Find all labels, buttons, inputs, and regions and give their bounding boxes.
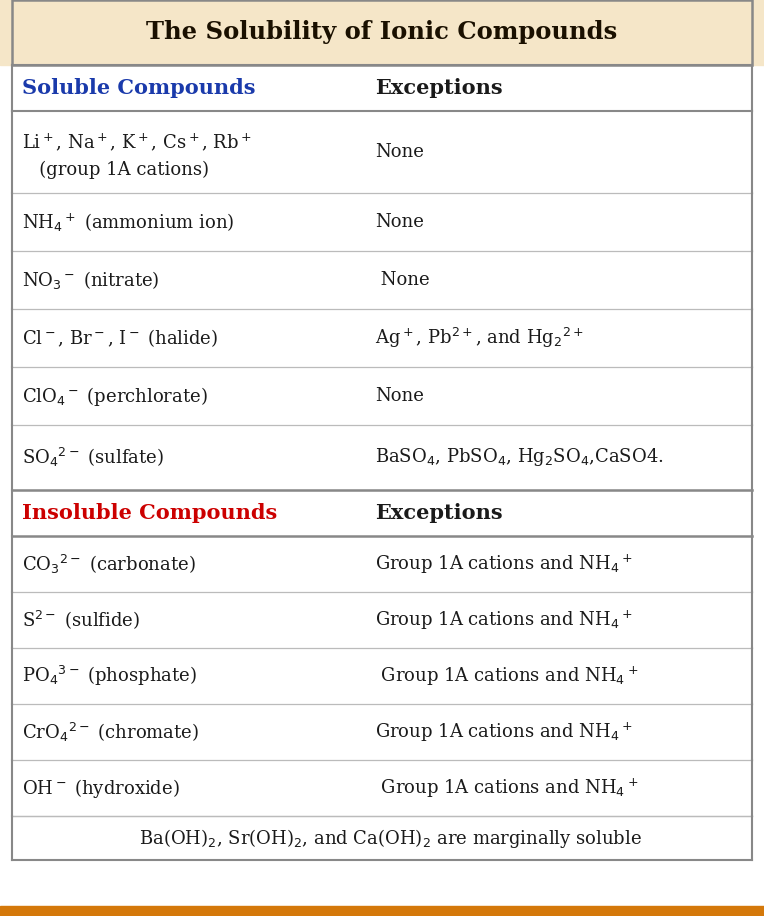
Text: CO$_3$$^{2-}$ (carbonate): CO$_3$$^{2-}$ (carbonate) bbox=[22, 552, 196, 575]
Bar bbox=[12, 309, 752, 367]
Bar bbox=[12, 648, 752, 704]
Bar bbox=[12, 367, 752, 425]
Text: BaSO$_4$, PbSO$_4$, Hg$_2$SO$_4$,CaSO4.: BaSO$_4$, PbSO$_4$, Hg$_2$SO$_4$,CaSO4. bbox=[375, 446, 664, 468]
Bar bbox=[12, 193, 752, 251]
Bar bbox=[12, 536, 752, 592]
Text: Soluble Compounds: Soluble Compounds bbox=[22, 78, 255, 98]
Text: Exceptions: Exceptions bbox=[375, 503, 503, 523]
Text: (group 1A cations): (group 1A cations) bbox=[22, 161, 209, 180]
Text: None: None bbox=[375, 271, 429, 289]
Text: NH$_4$$^+$ (ammonium ion): NH$_4$$^+$ (ammonium ion) bbox=[22, 211, 235, 233]
Bar bbox=[0, 906, 764, 916]
Bar bbox=[12, 251, 752, 309]
Text: Ba(OH)$_2$, Sr(OH)$_2$, and Ca(OH)$_2$ are marginally soluble: Ba(OH)$_2$, Sr(OH)$_2$, and Ca(OH)$_2$ a… bbox=[122, 826, 642, 849]
Text: OH$^-$ (hydroxide): OH$^-$ (hydroxide) bbox=[22, 777, 180, 800]
Bar bbox=[12, 490, 752, 536]
Text: None: None bbox=[375, 213, 424, 231]
Text: NO$_3$$^-$ (nitrate): NO$_3$$^-$ (nitrate) bbox=[22, 269, 160, 291]
Bar bbox=[12, 0, 752, 65]
Bar bbox=[12, 592, 752, 648]
Bar bbox=[12, 816, 752, 860]
Text: Li$^+$, Na$^+$, K$^+$, Cs$^+$, Rb$^+$: Li$^+$, Na$^+$, K$^+$, Cs$^+$, Rb$^+$ bbox=[22, 131, 252, 153]
Text: Cl$^-$, Br$^-$, I$^-$ (halide): Cl$^-$, Br$^-$, I$^-$ (halide) bbox=[22, 327, 219, 349]
Text: Group 1A cations and NH$_4$$^+$: Group 1A cations and NH$_4$$^+$ bbox=[375, 552, 633, 575]
Text: Exceptions: Exceptions bbox=[375, 78, 503, 98]
Text: None: None bbox=[375, 387, 424, 405]
Bar bbox=[12, 760, 752, 816]
Text: The Solubility of Ionic Compounds: The Solubility of Ionic Compounds bbox=[147, 20, 617, 45]
Bar bbox=[12, 704, 752, 760]
Text: Group 1A cations and NH$_4$$^+$: Group 1A cations and NH$_4$$^+$ bbox=[375, 608, 633, 632]
Text: Group 1A cations and NH$_4$$^+$: Group 1A cations and NH$_4$$^+$ bbox=[375, 720, 633, 744]
Text: CrO$_4$$^{2-}$ (chromate): CrO$_4$$^{2-}$ (chromate) bbox=[22, 721, 199, 744]
Text: SO$_4$$^{2-}$ (sulfate): SO$_4$$^{2-}$ (sulfate) bbox=[22, 446, 164, 469]
Bar bbox=[12, 65, 752, 111]
Text: Insoluble Compounds: Insoluble Compounds bbox=[22, 503, 277, 523]
Bar bbox=[0, 0, 764, 65]
Bar bbox=[12, 111, 752, 193]
Text: S$^{2-}$ (sulfide): S$^{2-}$ (sulfide) bbox=[22, 608, 140, 631]
Text: Ag$^+$, Pb$^{2+}$, and Hg$_2$$^{2+}$: Ag$^+$, Pb$^{2+}$, and Hg$_2$$^{2+}$ bbox=[375, 326, 584, 350]
Bar bbox=[12, 425, 752, 490]
Text: ClO$_4$$^-$ (perchlorate): ClO$_4$$^-$ (perchlorate) bbox=[22, 385, 208, 408]
Text: Group 1A cations and NH$_4$$^+$: Group 1A cations and NH$_4$$^+$ bbox=[375, 777, 639, 800]
Text: PO$_4$$^{3-}$ (phosphate): PO$_4$$^{3-}$ (phosphate) bbox=[22, 664, 197, 688]
Text: Group 1A cations and NH$_4$$^+$: Group 1A cations and NH$_4$$^+$ bbox=[375, 664, 639, 688]
Text: None: None bbox=[375, 143, 424, 161]
